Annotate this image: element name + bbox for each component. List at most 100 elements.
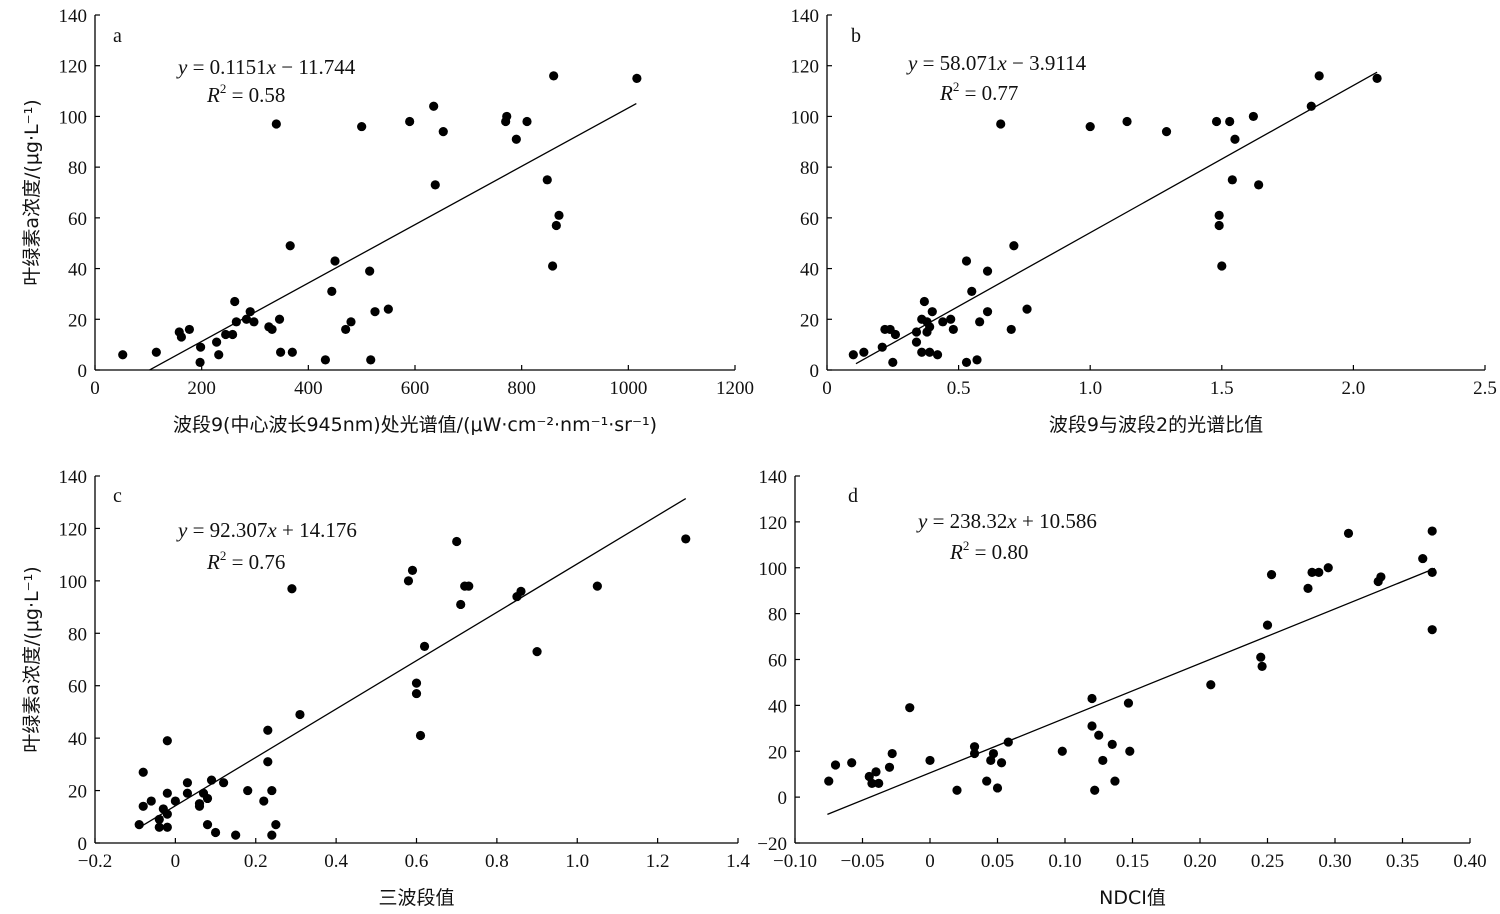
equation-x: x (266, 518, 277, 542)
equation-coefficient: = 92.307 (187, 518, 267, 542)
data-point (952, 785, 962, 795)
data-point (948, 324, 958, 335)
data-point (1225, 116, 1235, 127)
x-tick-label: 1000 (609, 378, 647, 399)
y-tick-label: 60 (800, 209, 819, 230)
data-point (327, 286, 337, 296)
data-point (138, 801, 148, 811)
y-tick-label: 140 (791, 6, 820, 27)
data-point (946, 314, 956, 324)
x-tick-label: 1.0 (565, 851, 589, 872)
data-point (925, 755, 935, 766)
data-point (549, 71, 559, 81)
panel-a: 0 200 400 600 800 1000 1200 0 20 40 60 80 100 120 140 波… (21, 6, 754, 436)
y-tick-label: 100 (759, 559, 788, 580)
data-point (1206, 680, 1216, 690)
data-point (1087, 721, 1097, 731)
regression-equation: y = 0.1151x − 11.744 (176, 55, 356, 79)
x-tick-label: 0.5 (947, 378, 971, 399)
data-point (320, 355, 330, 365)
data-point (1418, 553, 1428, 564)
data-point (877, 342, 887, 352)
data-point (162, 736, 172, 746)
data-point (243, 785, 253, 796)
data-point (194, 799, 205, 809)
data-point (1087, 693, 1097, 704)
data-point (267, 324, 277, 335)
data-point (1372, 73, 1382, 83)
data-point (972, 355, 982, 365)
x-tick-label: 2.0 (1342, 378, 1366, 399)
data-point (365, 266, 375, 276)
data-point (1306, 101, 1316, 111)
data-point (847, 758, 857, 768)
data-point (992, 783, 1003, 793)
r-squared: R2 = 0.77 (939, 79, 1018, 105)
data-point (632, 73, 642, 83)
data-point (1257, 661, 1267, 671)
x-tick-label: 0.05 (981, 851, 1014, 872)
data-point (403, 576, 414, 586)
y-tick-label: 40 (768, 696, 787, 717)
equation-x: x (1006, 509, 1017, 533)
data-point (996, 119, 1006, 129)
equation-y: y (906, 51, 918, 75)
y-tick-label: 0 (778, 788, 788, 809)
data-point (1003, 737, 1013, 747)
equation-coefficient: = 238.32 (927, 509, 1007, 533)
data-point (228, 329, 238, 340)
panel-b: 0 0.5 1.0 1.5 2.0 2.5 0 20 40 60 80 100 120 140 波段9与波段… (791, 6, 1497, 436)
r-squared-value: = 0.80 (969, 540, 1028, 564)
data-point (231, 830, 241, 840)
data-point (1227, 175, 1237, 185)
y-tick-label: 80 (768, 605, 787, 626)
data-point (1427, 567, 1437, 577)
y-tick-label: 40 (68, 260, 87, 281)
data-point (532, 647, 542, 657)
data-point (988, 748, 999, 759)
x-tick-label: 1.4 (726, 851, 750, 872)
r-squared-superscript: 2 (220, 81, 227, 96)
data-point (874, 778, 884, 788)
r-squared: R2 = 0.58 (206, 81, 285, 107)
data-point (154, 822, 164, 832)
data-point (162, 788, 172, 798)
data-point (263, 757, 273, 767)
data-point (170, 796, 180, 806)
y-tick-label: −20 (757, 834, 787, 855)
y-tick-label: 80 (800, 158, 819, 179)
y-tick-label: 80 (68, 158, 87, 179)
equation-x: x (996, 51, 1007, 75)
data-point (1217, 261, 1227, 271)
data-point (867, 778, 877, 788)
data-point (911, 337, 922, 347)
data-point (271, 820, 281, 830)
data-point (287, 347, 297, 357)
data-point (214, 350, 224, 360)
data-point (206, 775, 217, 785)
data-point (522, 116, 532, 127)
data-point (419, 641, 430, 651)
data-point (1376, 572, 1386, 582)
y-tick-label: 60 (68, 209, 87, 230)
data-point (1107, 739, 1117, 749)
equation-coefficient: = 0.1151 (187, 55, 266, 79)
panel-letter: b (851, 25, 861, 47)
data-point (452, 536, 462, 547)
regression-line (855, 71, 1378, 365)
data-point (1094, 730, 1104, 740)
data-point (219, 778, 229, 788)
data-point (1427, 625, 1437, 635)
data-point (859, 347, 869, 357)
panel-letter: a (113, 25, 122, 47)
x-tick-label: 2.5 (1473, 378, 1497, 399)
data-point (1262, 620, 1273, 630)
r-squared-superscript: 2 (220, 548, 227, 563)
data-point (151, 347, 161, 357)
data-point (1211, 116, 1222, 127)
data-point (1009, 241, 1019, 251)
data-point (230, 296, 240, 307)
r-squared-value: = 0.76 (226, 550, 285, 574)
x-tick-label: 0.25 (1251, 851, 1284, 872)
data-point (996, 758, 1007, 768)
